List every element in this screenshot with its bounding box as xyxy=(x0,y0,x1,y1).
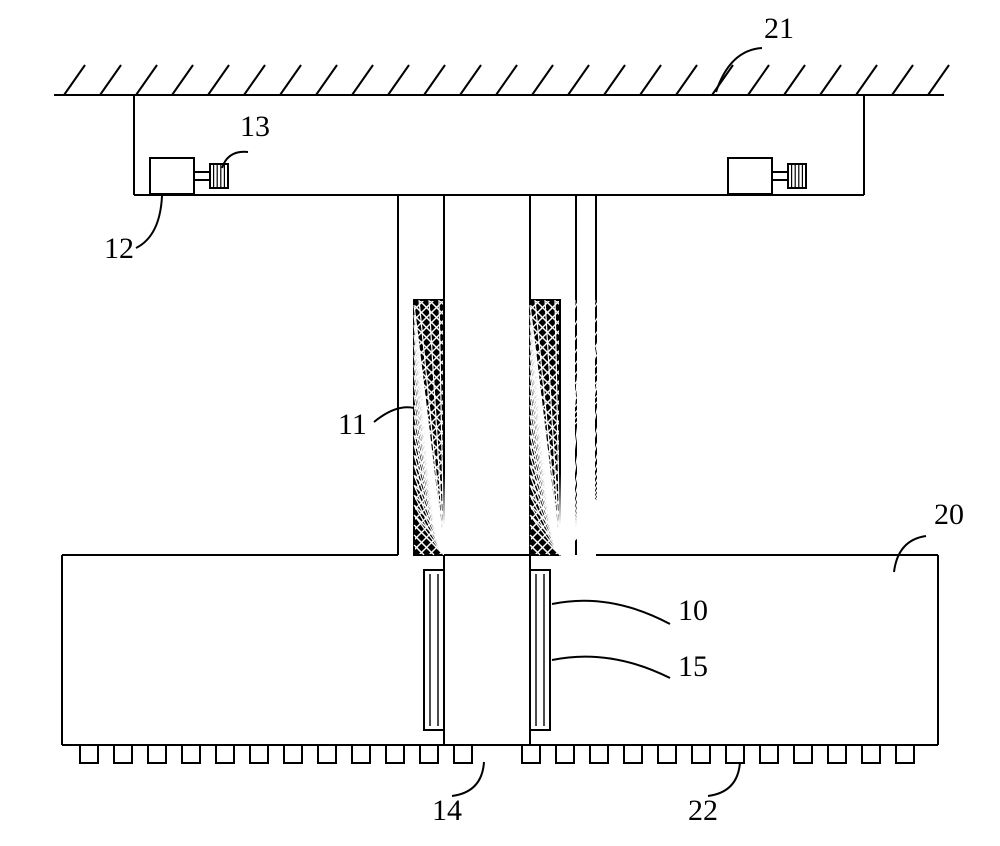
leader-n14 xyxy=(452,762,484,796)
leader-n10 xyxy=(552,601,670,624)
leader-n22 xyxy=(708,762,740,796)
label-n22: 22 xyxy=(688,794,718,827)
label-n12: 12 xyxy=(104,232,134,265)
leader-n13 xyxy=(222,152,248,168)
label-n15: 15 xyxy=(678,650,708,683)
label-n21: 21 xyxy=(764,12,794,45)
motor-assembly-right xyxy=(728,158,806,194)
label-n10: 10 xyxy=(678,594,708,627)
inner-plate-right xyxy=(530,570,550,730)
motor-assembly-left xyxy=(150,158,228,194)
label-n20: 20 xyxy=(934,498,964,531)
label-n11: 11 xyxy=(338,408,367,441)
leader-n11 xyxy=(374,407,414,422)
leader-n15 xyxy=(552,657,670,678)
lower-housing xyxy=(62,555,938,745)
inner-plate-left xyxy=(424,570,444,730)
bottom-teeth-row xyxy=(80,745,914,763)
label-n14: 14 xyxy=(432,794,462,827)
leader-n12 xyxy=(136,196,162,248)
ground-surface xyxy=(54,65,949,95)
label-n13: 13 xyxy=(240,110,270,143)
